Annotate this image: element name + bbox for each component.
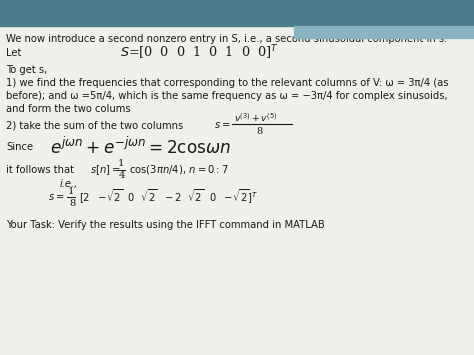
Text: 1: 1: [118, 159, 125, 169]
Text: $[2\ \ -\!\sqrt{2}\ \ 0\ \ \sqrt{2}\ \ -2\ \ \sqrt{2}\ \ 0\ \ -\!\sqrt{2}]^T$: $[2\ \ -\!\sqrt{2}\ \ 0\ \ \sqrt{2}\ \ -…: [79, 188, 258, 206]
Text: before); and ω =5π/4, which is the same frequency as ω = −3π/4 for complex sinus: before); and ω =5π/4, which is the same …: [6, 91, 447, 101]
Text: Let: Let: [6, 48, 21, 58]
Text: 4: 4: [119, 171, 126, 180]
Text: $v^{(3)}+v^{(5)}$: $v^{(3)}+v^{(5)}$: [234, 112, 277, 124]
Text: $\cos(3\pi n/4),\,n=0:7$: $\cos(3\pi n/4),\,n=0:7$: [129, 164, 228, 176]
Text: and form the two colums: and form the two colums: [6, 104, 131, 114]
Text: We now introduce a second nonzero entry in S, i.e., a second sinusoidal componen: We now introduce a second nonzero entry …: [6, 34, 447, 44]
Text: 8: 8: [69, 198, 75, 208]
Text: 8: 8: [256, 127, 263, 137]
Text: $s=$: $s=$: [214, 120, 230, 130]
Text: $s=$: $s=$: [48, 192, 64, 202]
Bar: [294, 26, 474, 38]
Text: 1: 1: [68, 186, 74, 196]
Text: 1) we find the frequencies that corresponding to the relevant columns of V: ω = : 1) we find the frequencies that correspo…: [6, 78, 448, 88]
Text: $s[n]=$: $s[n]=$: [90, 163, 120, 177]
Text: it follows that: it follows that: [6, 165, 74, 175]
Text: $\mathit{S}$=[0  0  0  1  0  1  0  0]$^T$: $\mathit{S}$=[0 0 0 1 0 1 0 0]$^T$: [120, 44, 279, 62]
Text: $e^{j\omega n}+e^{-j\omega n}=2\mathrm{cos}\omega n$: $e^{j\omega n}+e^{-j\omega n}=2\mathrm{c…: [50, 136, 231, 158]
Text: To get s,: To get s,: [6, 65, 47, 75]
Bar: [0, 0, 474, 26]
Text: 2) take the sum of the two columns: 2) take the sum of the two columns: [6, 120, 183, 130]
Text: Since: Since: [6, 142, 33, 152]
Text: Your Task: Verify the results using the IFFT command in MATLAB: Your Task: Verify the results using the …: [6, 220, 325, 230]
Text: i.e.,: i.e.,: [60, 179, 78, 189]
